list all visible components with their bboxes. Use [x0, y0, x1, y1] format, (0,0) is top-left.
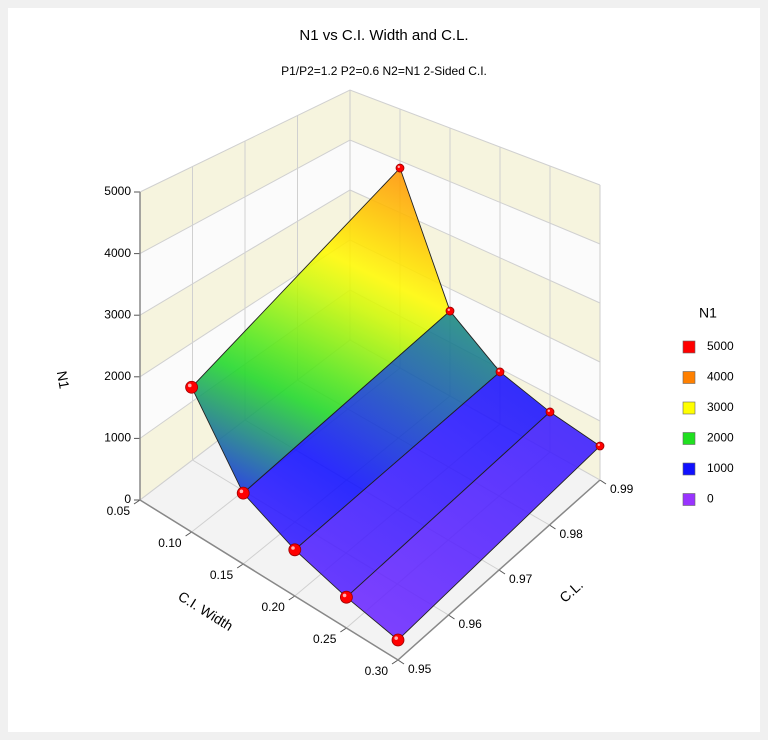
highlight — [188, 383, 192, 388]
highlight — [547, 409, 550, 412]
data-point — [495, 367, 505, 377]
x-tick-label: 0.20 — [261, 600, 285, 614]
legend-title: N1 — [699, 305, 717, 321]
legend-swatch — [682, 493, 696, 506]
y-tick — [498, 569, 506, 575]
legend-label: 4000 — [707, 370, 734, 384]
axis-line — [139, 192, 601, 661]
highlight — [239, 489, 244, 494]
data-point — [445, 306, 455, 316]
data-point — [595, 441, 605, 451]
legend-swatch — [682, 462, 696, 476]
right-wall-band — [350, 140, 600, 303]
highlight — [597, 443, 600, 447]
legend-label: 0 — [707, 492, 714, 506]
x-tick — [236, 563, 244, 569]
z-tick-label: 2000 — [104, 369, 131, 383]
legend-swatch — [682, 401, 696, 415]
right-wall-band — [350, 90, 600, 244]
legend-label: 3000 — [707, 400, 734, 414]
highlight — [291, 546, 295, 550]
x-tick — [391, 659, 399, 665]
chart-subtitle: P1/P2=1.2 P2=0.6 N2=N1 2-Sided C.I. — [281, 64, 487, 78]
highlight — [394, 636, 399, 640]
x-tick — [340, 627, 347, 633]
z-tick-label: 0 — [124, 492, 131, 506]
legend-label: 1000 — [707, 461, 734, 475]
z-tick-label: 5000 — [104, 184, 131, 198]
y-tick — [549, 524, 556, 530]
legend-label: 5000 — [707, 339, 734, 353]
y-tick — [397, 659, 405, 665]
data-point — [288, 543, 302, 557]
y-tick-label: 0.99 — [610, 482, 634, 496]
x-tick — [288, 595, 296, 601]
data-point — [395, 163, 405, 173]
z-tick-label: 3000 — [104, 307, 131, 321]
y-tick — [448, 614, 455, 620]
y-tick-label: 0.96 — [459, 617, 483, 631]
y-tick-label: 0.95 — [408, 662, 432, 676]
legend-swatch — [682, 340, 696, 354]
data-point — [185, 380, 199, 394]
x-tick-label: 0.30 — [365, 664, 389, 678]
z-tick-label: 1000 — [104, 431, 131, 445]
x-tick — [185, 531, 192, 537]
x-tick-label: 0.10 — [158, 536, 182, 550]
z-tick-label: 4000 — [104, 246, 131, 260]
legend-swatch — [682, 432, 696, 445]
x-tick-label: 0.25 — [313, 632, 337, 646]
data-point — [236, 486, 250, 500]
x-tick-label: 0.15 — [210, 568, 234, 582]
data-point — [339, 590, 353, 604]
y-tick-label: 0.97 — [509, 572, 533, 586]
y-tick — [599, 479, 607, 485]
data-point — [545, 407, 555, 417]
legend-swatch — [682, 371, 696, 384]
highlight — [342, 593, 347, 598]
highlight — [397, 165, 400, 169]
chart-title: N1 vs C.I. Width and C.L. — [299, 27, 468, 44]
highlight — [447, 308, 450, 312]
x-tick-label: 0.05 — [107, 504, 131, 518]
data-point — [391, 633, 405, 647]
y-tick-label: 0.98 — [560, 527, 584, 541]
legend-label: 2000 — [707, 431, 734, 445]
highlight — [497, 369, 500, 372]
z-axis-title: N1 — [54, 370, 73, 391]
x-tick — [133, 499, 141, 505]
